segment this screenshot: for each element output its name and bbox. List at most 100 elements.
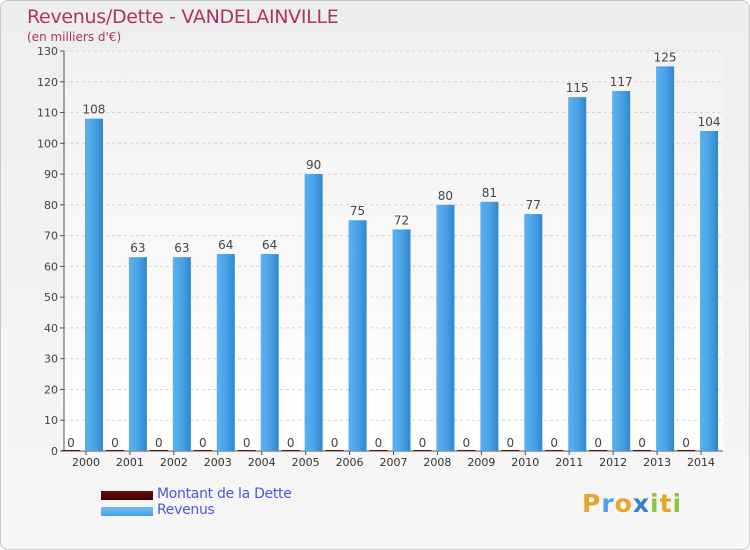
bar-dette <box>677 450 696 451</box>
bar-dette <box>105 450 124 451</box>
y-tick-label: 20 <box>44 383 58 396</box>
x-tick-label: 2006 <box>336 456 364 469</box>
bar-revenus <box>172 257 191 451</box>
data-label-dette: 0 <box>506 436 514 450</box>
data-label-dette: 0 <box>67 436 75 450</box>
bar-revenus <box>348 220 367 451</box>
x-tick-label: 2010 <box>511 456 539 469</box>
bar-revenus <box>260 254 279 451</box>
bar-revenus <box>216 254 235 451</box>
logo-letter: o <box>614 489 633 518</box>
bar-revenus <box>700 131 719 451</box>
bar-dette <box>193 450 212 451</box>
y-tick-label: 100 <box>37 137 58 150</box>
bar-revenus <box>84 118 103 451</box>
y-tick-label: 70 <box>44 230 58 243</box>
data-label-revenus: 64 <box>262 238 277 252</box>
bar-dette <box>633 450 652 451</box>
data-label-dette: 0 <box>199 436 207 450</box>
x-tick-label: 2011 <box>555 456 583 469</box>
legend-swatch-revenus <box>101 507 153 516</box>
data-label-revenus: 104 <box>698 115 721 129</box>
logo-letter: P <box>582 489 602 518</box>
y-tick-label: 80 <box>44 199 58 212</box>
data-label-dette: 0 <box>463 436 471 450</box>
y-tick-label: 40 <box>44 322 58 335</box>
bar-revenus <box>568 97 587 452</box>
data-label-revenus: 64 <box>218 238 233 252</box>
bar-dette <box>501 450 520 451</box>
data-label-revenus: 117 <box>610 75 633 89</box>
y-tick-label: 120 <box>37 76 58 89</box>
data-label-revenus: 72 <box>394 213 409 227</box>
data-label-dette: 0 <box>375 436 383 450</box>
bar-dette <box>589 450 608 451</box>
bar-dette <box>457 450 476 451</box>
data-label-dette: 0 <box>331 436 339 450</box>
x-tick-label: 2012 <box>599 456 627 469</box>
x-tick-label: 2003 <box>204 456 232 469</box>
bar-dette <box>369 450 388 451</box>
data-label-dette: 0 <box>419 436 427 450</box>
legend-label-dette: Montant de la Dette <box>157 486 292 502</box>
bar-dette <box>325 450 344 451</box>
bar-revenus <box>392 229 411 451</box>
chart-title: Revenus/Dette - VANDELAINVILLE <box>27 6 339 28</box>
y-tick-label: 50 <box>44 291 58 304</box>
data-label-dette: 0 <box>594 436 602 450</box>
x-tick-label: 2014 <box>687 456 715 469</box>
data-label-revenus: 90 <box>306 158 321 172</box>
data-label-revenus: 77 <box>526 198 541 212</box>
data-label-revenus: 81 <box>482 186 497 200</box>
logo-letter: x <box>632 489 650 518</box>
bar-dette <box>149 450 168 451</box>
x-tick-label: 2008 <box>423 456 451 469</box>
x-tick-label: 2007 <box>380 456 408 469</box>
y-tick-label: 60 <box>44 260 58 273</box>
bar-revenus <box>524 214 543 451</box>
data-label-dette: 0 <box>638 436 646 450</box>
logo-letter: r <box>601 489 615 518</box>
data-label-revenus: 63 <box>130 241 145 255</box>
x-tick-label: 2002 <box>160 456 188 469</box>
bar-revenus <box>436 204 455 451</box>
bar-revenus <box>128 257 147 451</box>
x-tick-label: 2009 <box>467 456 495 469</box>
data-label-revenus: 75 <box>350 204 365 218</box>
data-label-dette: 0 <box>550 436 558 450</box>
x-tick-label: 2001 <box>116 456 144 469</box>
y-tick-label: 90 <box>44 168 58 181</box>
bar-dette <box>61 450 80 451</box>
bar-dette <box>413 450 432 451</box>
data-label-dette: 0 <box>682 436 690 450</box>
data-label-dette: 0 <box>155 436 163 450</box>
bar-revenus <box>612 91 631 451</box>
bar-dette <box>237 450 256 451</box>
data-label-dette: 0 <box>243 436 251 450</box>
data-label-revenus: 125 <box>654 50 677 64</box>
y-tick-label: 110 <box>37 107 58 120</box>
x-tick-label: 2000 <box>72 456 100 469</box>
data-label-revenus: 108 <box>83 103 106 117</box>
x-tick-label: 2005 <box>292 456 320 469</box>
bar-dette <box>281 450 300 451</box>
logo-letter: i <box>650 489 660 518</box>
data-label-dette: 0 <box>111 436 119 450</box>
x-tick-label: 2004 <box>248 456 276 469</box>
y-tick-label: 0 <box>51 445 58 458</box>
chart-subtitle: (en milliers d'€) <box>27 30 122 44</box>
bar-revenus <box>480 201 499 451</box>
y-tick-label: 10 <box>44 414 58 427</box>
logo-letter: i <box>672 489 683 518</box>
bar-revenus <box>656 66 675 451</box>
bar-revenus <box>304 174 323 452</box>
data-label-revenus: 115 <box>566 81 589 95</box>
y-tick-label: 130 <box>37 45 58 58</box>
data-label-revenus: 80 <box>438 189 453 203</box>
x-tick-label: 2013 <box>643 456 671 469</box>
proxiti-logo: Proxiti <box>582 489 682 518</box>
logo-letter: t <box>659 489 673 518</box>
data-label-dette: 0 <box>287 436 295 450</box>
y-tick-label: 30 <box>44 353 58 366</box>
